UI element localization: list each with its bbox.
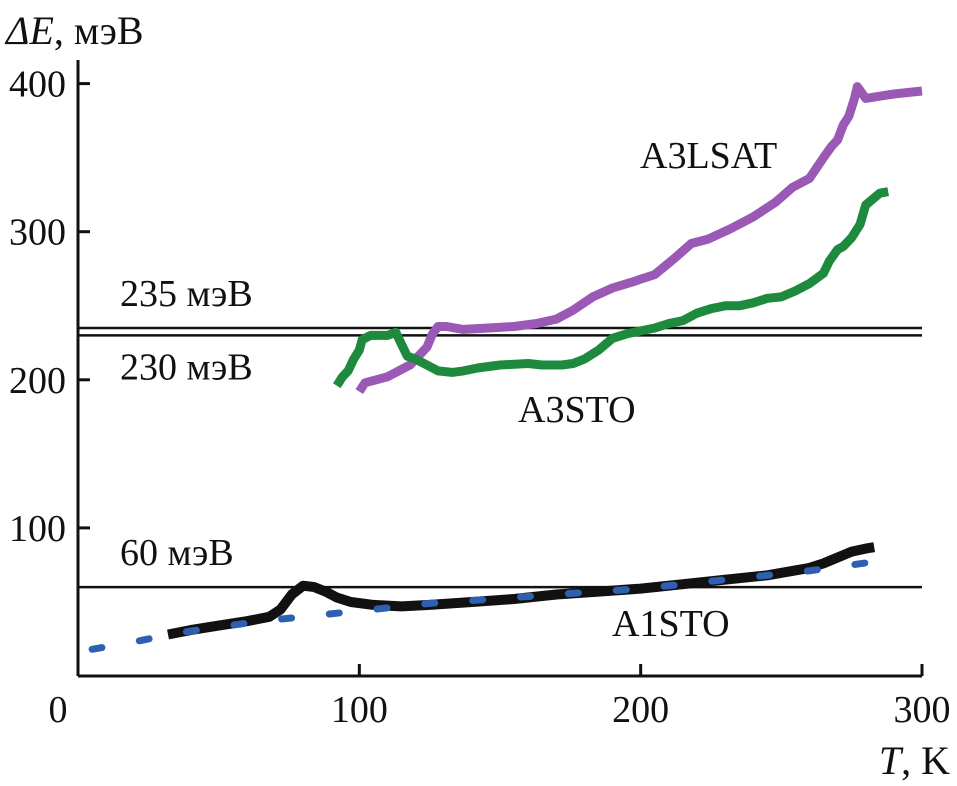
y-axis-variable: ΔE bbox=[4, 8, 54, 53]
y-tick-label: 100 bbox=[9, 508, 66, 550]
x-ticks: 0 100 200 300 bbox=[49, 664, 951, 731]
a1sto-series-line bbox=[167, 542, 876, 640]
x-tick-label: 200 bbox=[612, 689, 669, 731]
x-tick-label: 0 bbox=[49, 689, 68, 731]
reference-lines: 235 мэВ 230 мэВ 60 мэВ bbox=[78, 273, 922, 589]
series-labels: A3LSAT A3STO A1STO bbox=[518, 135, 777, 645]
a3lsat-series-label: A3LSAT bbox=[640, 135, 777, 177]
y-tick-label: 400 bbox=[9, 64, 66, 106]
x-axis-title: T, K bbox=[879, 738, 950, 783]
reference-line-label: 235 мэВ bbox=[120, 273, 253, 315]
a3lsat-series-line bbox=[355, 82, 923, 395]
y-axis-unit: , мэВ bbox=[54, 8, 144, 53]
series-layer bbox=[88, 82, 923, 653]
a3sto-series-line bbox=[333, 187, 889, 389]
a3sto-series-label: A3STO bbox=[518, 389, 636, 431]
x-tick-label: 300 bbox=[894, 689, 951, 731]
reference-line-label: 230 мэВ bbox=[120, 346, 253, 388]
x-tick-label: 100 bbox=[331, 689, 388, 731]
reference-line-label: 60 мэВ bbox=[120, 532, 234, 574]
x-axis-unit: , K bbox=[901, 738, 950, 783]
dotted-series-line bbox=[88, 555, 898, 653]
a1sto-series-label: A1STO bbox=[612, 603, 730, 645]
y-tick-label: 300 bbox=[9, 212, 66, 254]
y-ticks: 100 200 300 400 bbox=[9, 64, 90, 550]
axes bbox=[76, 60, 922, 678]
y-axis-title: ΔE, мэВ bbox=[4, 8, 144, 53]
x-axis-variable: T bbox=[879, 738, 904, 783]
y-tick-label: 200 bbox=[9, 360, 66, 402]
